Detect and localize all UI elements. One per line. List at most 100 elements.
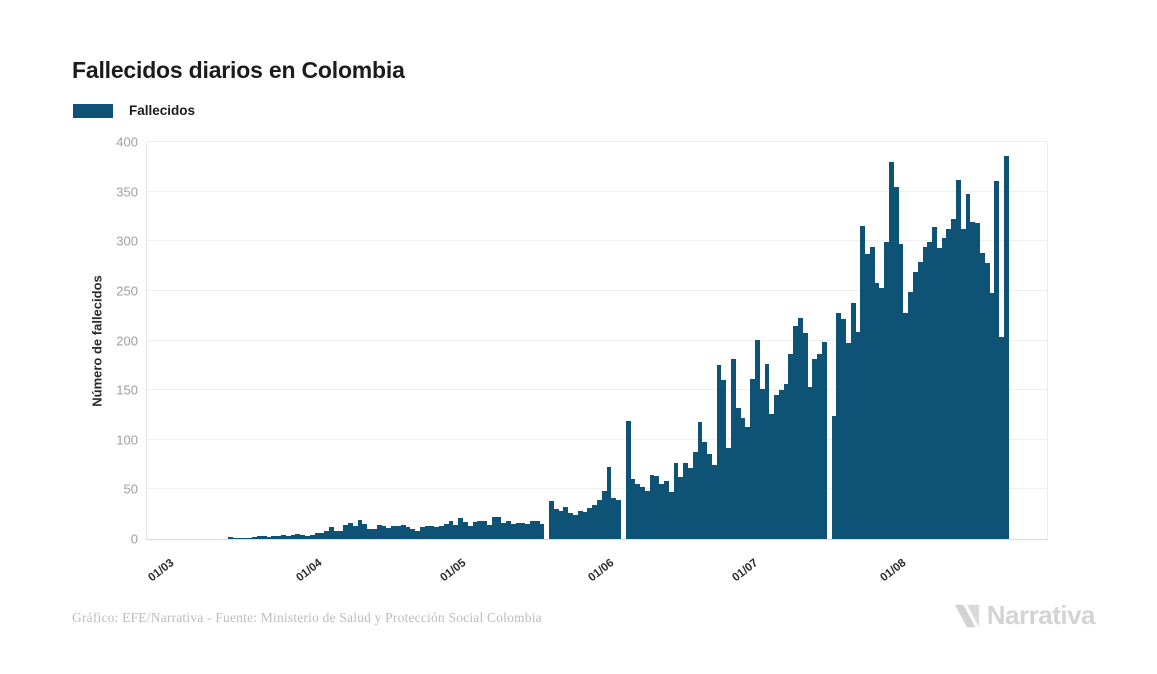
bar[interactable] xyxy=(941,238,947,539)
bar[interactable] xyxy=(372,529,377,539)
bar[interactable] xyxy=(903,312,909,539)
bar[interactable] xyxy=(735,408,741,539)
bar[interactable] xyxy=(515,523,521,539)
bar[interactable] xyxy=(664,481,669,539)
bar[interactable] xyxy=(592,505,597,539)
bar[interactable] xyxy=(510,524,516,539)
bar[interactable] xyxy=(625,420,631,539)
bar[interactable] xyxy=(319,533,325,539)
bar[interactable] xyxy=(242,538,248,539)
bar[interactable] xyxy=(563,507,569,539)
bar[interactable] xyxy=(352,526,358,539)
bar[interactable] xyxy=(558,511,564,539)
bar[interactable] xyxy=(257,536,262,539)
bar[interactable] xyxy=(855,331,861,539)
bar[interactable] xyxy=(668,492,674,539)
bar[interactable] xyxy=(285,536,291,539)
bar[interactable] xyxy=(912,272,918,539)
bar[interactable] xyxy=(845,343,851,539)
bar[interactable] xyxy=(630,479,636,539)
bar[interactable] xyxy=(458,518,463,539)
bar[interactable] xyxy=(812,359,818,539)
bar[interactable] xyxy=(539,524,545,539)
bar[interactable] xyxy=(553,509,559,539)
bar[interactable] xyxy=(261,536,267,539)
bar[interactable] xyxy=(328,527,334,539)
bar[interactable] xyxy=(822,341,827,539)
bar[interactable] xyxy=(884,242,889,539)
bar[interactable] xyxy=(836,312,842,539)
bar[interactable] xyxy=(381,526,387,539)
bar[interactable] xyxy=(678,477,684,539)
bar[interactable] xyxy=(936,248,942,539)
bar[interactable] xyxy=(721,380,727,539)
bar[interactable] xyxy=(324,531,329,539)
bar[interactable] xyxy=(424,526,430,539)
bar[interactable] xyxy=(549,501,554,539)
bar[interactable] xyxy=(573,515,578,539)
bar[interactable] xyxy=(869,247,875,539)
bar[interactable] xyxy=(228,537,234,539)
bar[interactable] xyxy=(707,453,712,539)
bar[interactable] xyxy=(386,528,392,539)
bar[interactable] xyxy=(960,229,966,539)
bar[interactable] xyxy=(774,395,779,539)
bar[interactable] xyxy=(362,524,368,539)
bar[interactable] xyxy=(252,537,258,539)
bar[interactable] xyxy=(529,521,535,539)
bar[interactable] xyxy=(496,517,502,539)
bar[interactable] xyxy=(889,161,894,539)
bar[interactable] xyxy=(898,244,904,539)
bar[interactable] xyxy=(908,291,913,539)
bar[interactable] xyxy=(769,413,775,539)
bar[interactable] xyxy=(434,527,439,539)
bar[interactable] xyxy=(649,474,655,539)
bar[interactable] xyxy=(740,417,746,539)
bar[interactable] xyxy=(587,508,593,539)
bar[interactable] xyxy=(635,484,641,539)
bar[interactable] xyxy=(448,521,454,539)
bar[interactable] xyxy=(520,523,526,539)
bar[interactable] xyxy=(951,219,957,539)
bar[interactable] xyxy=(750,379,755,539)
bar[interactable] xyxy=(764,364,770,539)
bar[interactable] xyxy=(443,524,449,539)
bar[interactable] xyxy=(415,531,420,539)
bar[interactable] xyxy=(865,254,870,539)
bar[interactable] xyxy=(304,536,310,539)
bar[interactable] xyxy=(395,526,401,539)
bar[interactable] xyxy=(568,513,574,539)
bar[interactable] xyxy=(472,522,478,539)
bar[interactable] xyxy=(994,180,1000,539)
bar[interactable] xyxy=(716,365,722,539)
bar[interactable] xyxy=(606,466,612,539)
bar[interactable] xyxy=(343,525,349,539)
bar[interactable] xyxy=(506,521,511,539)
bar[interactable] xyxy=(654,476,660,539)
bar[interactable] xyxy=(644,491,650,539)
bar[interactable] xyxy=(917,262,923,539)
bar[interactable] xyxy=(233,538,238,539)
bar[interactable] xyxy=(376,525,382,539)
bar[interactable] xyxy=(932,227,937,539)
bar[interactable] xyxy=(726,447,732,539)
bar[interactable] xyxy=(692,451,698,539)
bar[interactable] xyxy=(927,242,933,539)
bar[interactable] xyxy=(391,526,396,539)
bar[interactable] xyxy=(429,526,435,539)
bar[interactable] xyxy=(582,512,588,539)
bar[interactable] xyxy=(247,538,253,539)
bar[interactable] xyxy=(711,464,717,539)
bar[interactable] xyxy=(673,462,679,539)
bar[interactable] xyxy=(989,292,995,539)
bar[interactable] xyxy=(788,354,794,539)
bar[interactable] xyxy=(482,521,487,539)
bar[interactable] xyxy=(616,500,621,539)
bar[interactable] xyxy=(453,525,459,539)
bar[interactable] xyxy=(462,522,468,539)
bar[interactable] xyxy=(731,359,736,539)
bar[interactable] xyxy=(367,529,372,539)
bar[interactable] xyxy=(611,498,617,539)
bar[interactable] xyxy=(702,441,708,539)
bar[interactable] xyxy=(300,535,305,539)
